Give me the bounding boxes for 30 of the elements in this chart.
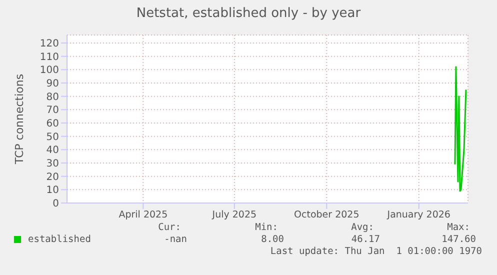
text: 147.60 <box>442 234 476 245</box>
text: 8.00 <box>261 234 284 245</box>
text: -nan <box>164 234 187 245</box>
y-axis-title: TCP connections <box>12 74 26 166</box>
text: Max: <box>447 222 470 233</box>
y-tick-label: 110 <box>40 52 59 63</box>
y-tick-label: 90 <box>46 78 59 90</box>
text: Cur: <box>158 222 181 233</box>
y-tick-label: 120 <box>40 38 59 50</box>
chart-title: Netstat, established only - by year <box>135 6 362 21</box>
y-tick-label: 0 <box>52 198 59 210</box>
text: Last update: Thu Jan 1 01:00:00 1970 <box>270 246 482 257</box>
y-tick-label: 50 <box>46 132 59 143</box>
text: 46.17 <box>351 234 380 245</box>
y-tick-label: 20 <box>46 172 59 183</box>
y-tick-label: 60 <box>46 118 59 130</box>
text: Min: <box>255 222 278 233</box>
y-tick-label: 100 <box>40 65 59 76</box>
x-tick-label: April 2025 <box>118 210 168 221</box>
y-tick-label: 70 <box>46 105 59 116</box>
x-tick-label: October 2025 <box>294 210 360 221</box>
x-tick-label: July 2025 <box>211 210 257 221</box>
y-tick-label: 80 <box>46 92 59 103</box>
legend-label: established <box>28 234 91 245</box>
text: Avg: <box>351 222 374 233</box>
x-tick-label: January 2026 <box>386 210 450 221</box>
y-tick-label: 30 <box>46 158 59 170</box>
line-series <box>454 66 467 192</box>
y-tick-label: 40 <box>46 145 59 156</box>
y-tick-label: 10 <box>46 185 59 196</box>
